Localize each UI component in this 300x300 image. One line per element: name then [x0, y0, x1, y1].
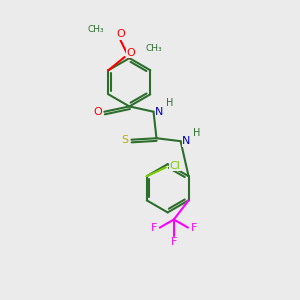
Text: CH₃: CH₃	[88, 25, 104, 34]
Text: F: F	[171, 237, 177, 247]
Text: S: S	[121, 135, 128, 145]
Text: O: O	[127, 47, 136, 58]
Text: Cl: Cl	[169, 161, 180, 171]
Text: CH₃: CH₃	[145, 44, 162, 52]
Text: O: O	[94, 107, 102, 117]
Text: F: F	[190, 223, 197, 232]
Text: H: H	[193, 128, 200, 138]
Text: N: N	[182, 136, 191, 146]
Text: H: H	[166, 98, 173, 109]
Text: O: O	[116, 29, 125, 39]
Text: N: N	[155, 107, 164, 117]
Text: F: F	[151, 223, 157, 232]
